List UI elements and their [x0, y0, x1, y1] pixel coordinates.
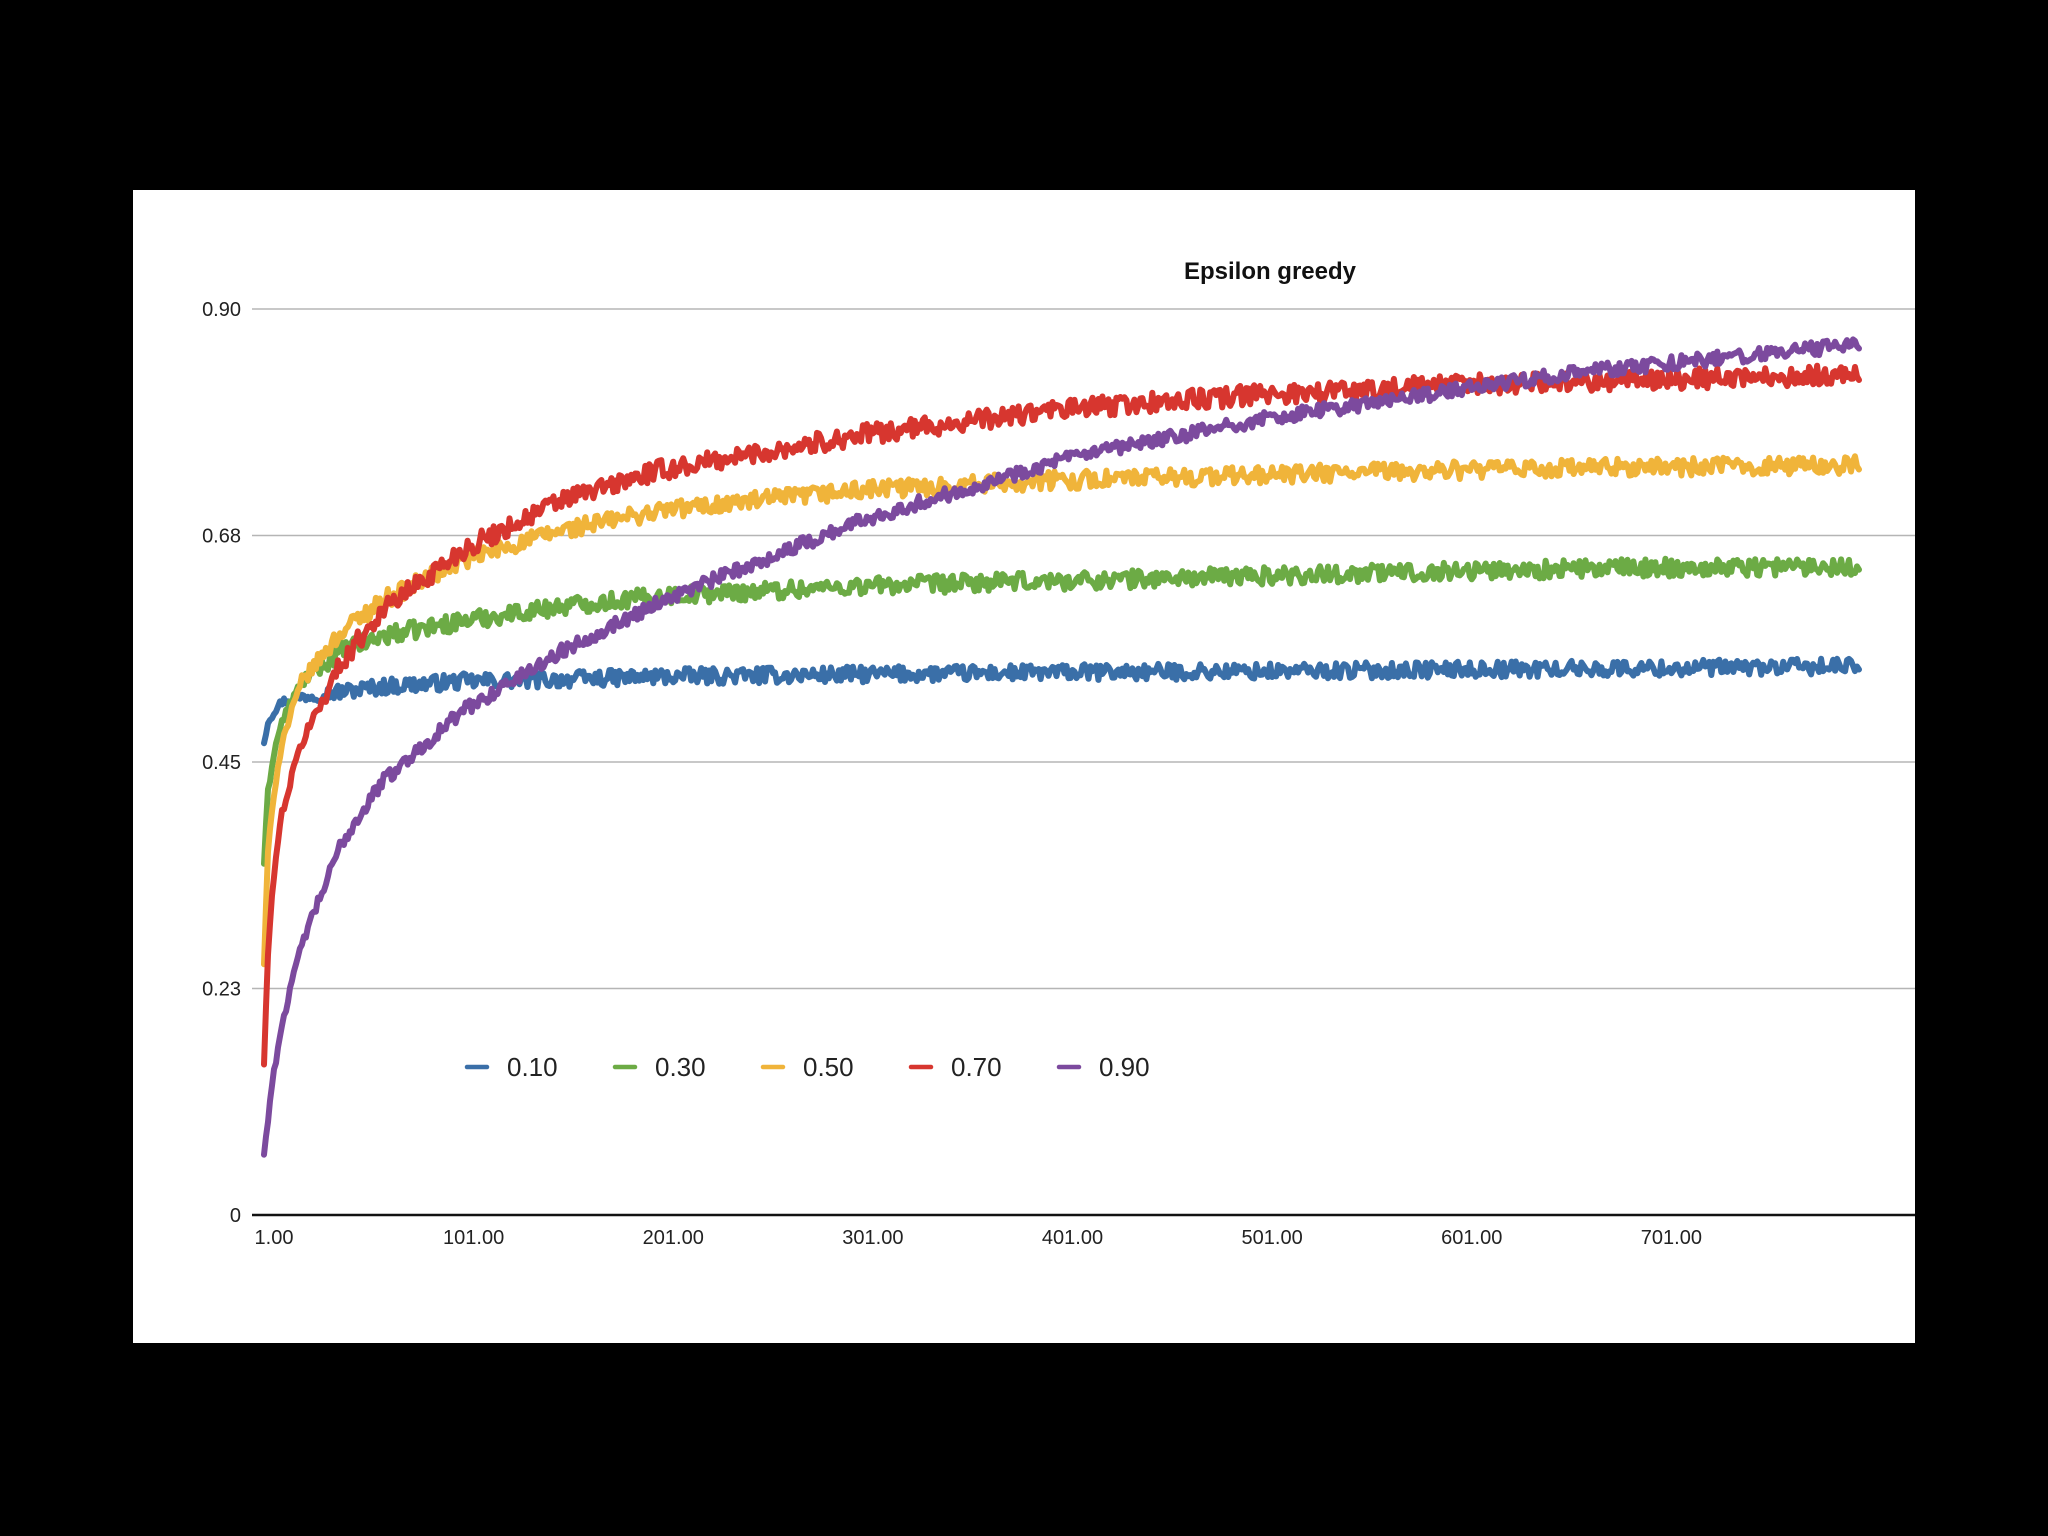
legend-label: 0.50 [803, 1052, 854, 1082]
y-tick-label: 0 [230, 1205, 241, 1227]
chart-title: Epsilon greedy [1184, 258, 1357, 285]
series-line-0.30 [261, 555, 1862, 867]
x-tick-label: 201.00 [643, 1227, 704, 1249]
series-line-0.90 [261, 336, 1862, 1158]
legend-label: 0.10 [507, 1052, 558, 1082]
x-tick-label: 101.00 [443, 1227, 504, 1249]
series-lines [261, 336, 1862, 1158]
series-line-0.70 [261, 362, 1862, 1068]
y-tick-label: 0.68 [202, 526, 241, 548]
line-chart: 0 0.23 0.45 0.68 0.90 1.00 101.00 201.00 301.00 4… [202, 258, 1915, 1249]
x-tick-label: 701.00 [1641, 1227, 1702, 1249]
legend: 0.10 0.30 0.50 0.70 0.90 [464, 1052, 1150, 1082]
series-line-0.10 [261, 655, 1862, 747]
y-tick-label: 0.45 [202, 752, 241, 774]
axes: 0 0.23 0.45 0.68 0.90 1.00 101.00 201.00 301.00 4… [202, 299, 1915, 1249]
legend-label: 0.30 [655, 1052, 706, 1082]
x-tick-label: 501.00 [1242, 1227, 1303, 1249]
x-tick-label: 401.00 [1042, 1227, 1103, 1249]
x-tick-label: 601.00 [1441, 1227, 1502, 1249]
legend-label: 0.90 [1099, 1052, 1150, 1082]
y-tick-label: 0.90 [202, 299, 241, 321]
y-tick-label: 0.23 [202, 979, 241, 1001]
chart-panel: 0 0.23 0.45 0.68 0.90 1.00 101.00 201.00 301.00 4… [133, 190, 1915, 1343]
legend-label: 0.70 [951, 1052, 1002, 1082]
x-tick-label: 1.00 [255, 1227, 294, 1249]
x-tick-label: 301.00 [842, 1227, 903, 1249]
series-line-0.50 [261, 453, 1862, 968]
